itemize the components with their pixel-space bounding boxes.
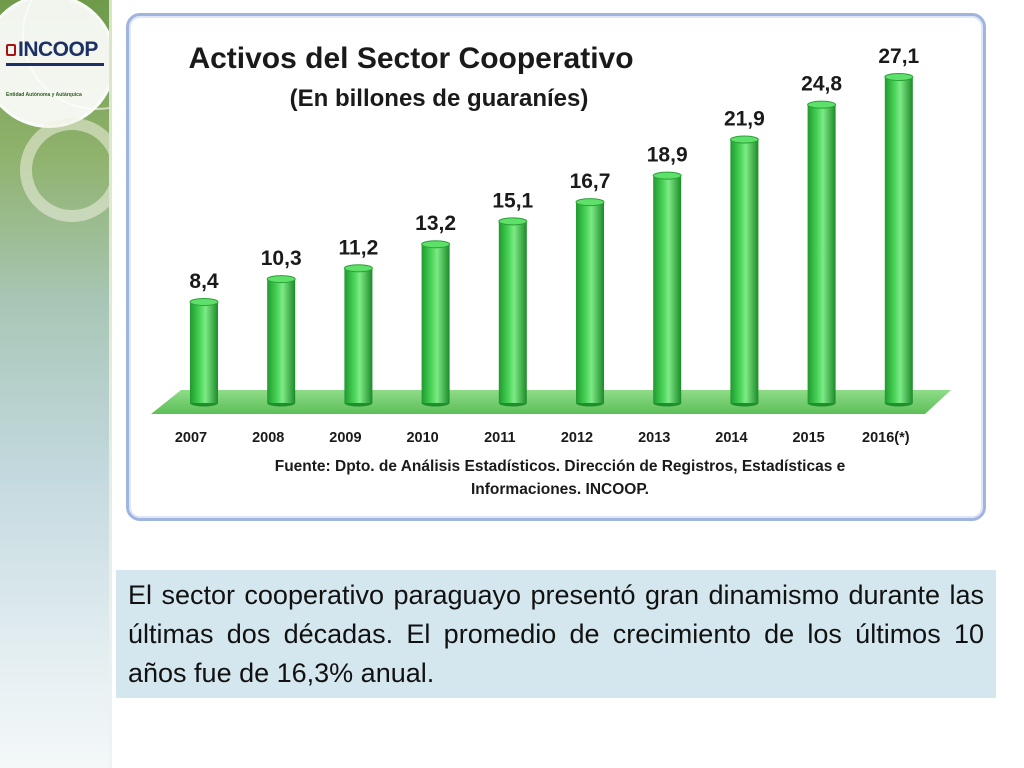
logo-tagline: Entidad Autónoma y Autárquica	[6, 92, 82, 98]
logo-underline	[6, 63, 104, 66]
sidebar-edge	[109, 0, 112, 768]
bar-2007	[189, 297, 219, 407]
bar-2012	[575, 198, 605, 407]
bar-value-label: 8,4	[189, 270, 219, 293]
source-line-1: Fuente: Dpto. de Análisis Estadísticos. …	[275, 458, 846, 475]
caption-text: El sector cooperativo paraguayo presentó…	[128, 580, 984, 688]
category-label: 2016(*)	[862, 430, 910, 446]
bar-2016(*)	[884, 73, 914, 407]
bar-value-label: 10,3	[261, 247, 302, 270]
bar-value-label: 16,7	[570, 170, 611, 193]
category-label: 2010	[406, 430, 438, 446]
value-labels-group: 8,4 10,3 11,2 13,2 15,1 16,7 18,9 21,9 24,8 27,1	[189, 45, 919, 293]
bar-value-label: 13,2	[415, 212, 456, 235]
category-label: 2009	[329, 430, 361, 446]
bar-value-label: 18,9	[647, 144, 688, 167]
bar-value-label: 21,9	[724, 108, 765, 131]
bar-value-label: 27,1	[878, 45, 919, 68]
chart-title: Activos del Sector Cooperativo	[188, 42, 633, 75]
incoop-logo: INCOOP Entidad Autónoma y Autárquica	[6, 38, 110, 98]
bar-2011	[498, 217, 528, 407]
chart-subtitle: (En billones de guaraníes)	[290, 85, 589, 112]
category-label: 2011	[484, 430, 515, 446]
category-label: 2007	[175, 430, 207, 446]
category-label: 2012	[561, 430, 593, 446]
chart-panel: Activos del Sector Cooperativo (En billo…	[126, 13, 986, 521]
decorative-ring	[20, 118, 112, 222]
bar-2008	[266, 275, 296, 407]
bar-2013	[652, 171, 682, 407]
bars-group	[189, 73, 914, 407]
emblem-icon	[6, 44, 16, 56]
bar-2010	[421, 240, 451, 407]
logo-text: INCOOP	[18, 38, 98, 61]
bar-value-label: 24,8	[801, 73, 842, 96]
bar-value-label: 15,1	[492, 189, 533, 212]
bar-2009	[343, 264, 373, 407]
category-label: 2014	[715, 430, 747, 446]
bar-2015	[807, 100, 837, 407]
bar-value-label: 11,2	[339, 236, 379, 259]
caption-box: El sector cooperativo paraguayo presentó…	[116, 570, 996, 698]
logo-mark: INCOOP	[6, 38, 110, 62]
bar-2014	[729, 135, 759, 407]
category-labels-group: 2007 2008 2009 2010 2011 2012 2013 2014 2015 2016…	[175, 430, 910, 446]
category-label: 2013	[638, 430, 670, 446]
bar-chart: Activos del Sector Cooperativo (En billo…	[151, 42, 951, 498]
source-line-2: Informaciones. INCOOP.	[471, 481, 649, 498]
left-decorative-strip: INCOOP Entidad Autónoma y Autárquica	[0, 0, 112, 768]
category-label: 2015	[792, 430, 824, 446]
category-label: 2008	[252, 430, 284, 446]
